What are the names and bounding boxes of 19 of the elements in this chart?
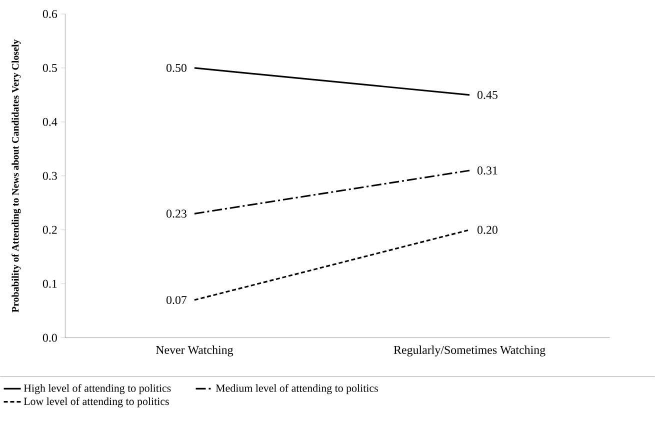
- legend-label: Low level of attending to politics: [24, 397, 169, 408]
- y-tick-label: 0.3: [42, 172, 57, 180]
- y-axis-title: Probability of Attending to News about Candidates Very Closely: [12, 40, 21, 312]
- data-label: 0.50: [166, 64, 186, 72]
- y-tick-label: 0.6: [42, 10, 58, 18]
- y-tick-label: 0.0: [42, 334, 57, 342]
- x-tick-label: Regularly/Sometimes Watching: [394, 346, 546, 357]
- legend-label: Medium level of attending to politics: [216, 384, 378, 394]
- data-label: 0.45: [477, 91, 498, 100]
- data-label: 0.07: [166, 296, 187, 304]
- x-tick-label: Never Watching: [156, 346, 234, 357]
- data-label: 0.23: [166, 210, 186, 218]
- y-tick-label: 0.4: [42, 118, 58, 126]
- y-tick-label: 0.5: [42, 64, 57, 72]
- data-label: 0.31: [477, 166, 498, 175]
- y-tick-label: 0.2: [42, 226, 57, 234]
- data-label: 0.20: [477, 226, 498, 234]
- y-tick-label: 0.1: [42, 280, 57, 288]
- legend-label: High level of attending to politics: [24, 384, 171, 394]
